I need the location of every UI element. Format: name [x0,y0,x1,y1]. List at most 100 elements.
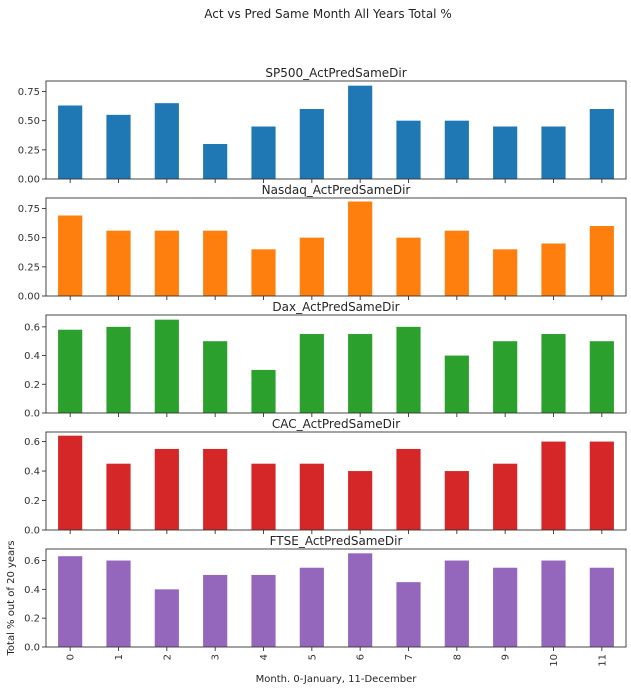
subplots: SP500_ActPredSameDir0.000.250.500.75Nasd… [18,66,627,667]
bar [251,574,276,647]
subplot-title: SP500_ActPredSameDir [265,66,406,80]
subplot-sp500: SP500_ActPredSameDir 0.00 0.25 0.50 0.75 [18,66,627,186]
y-tick-label: 0.2 [24,614,40,625]
bar [444,355,469,413]
bar [106,230,131,296]
y-tick-label: 0.00 [18,175,40,186]
y-tick-label: 0.0 [24,643,40,654]
x-tick-label: 0 [66,654,77,660]
y-tick-label: 0.25 [18,145,40,156]
y-tick-label: 0.0 [24,409,40,420]
y-tick-label: 0.6 [24,556,40,567]
bar [348,553,373,647]
bar [396,448,421,530]
bar [493,341,518,413]
subplot-ftse: FTSE_ActPredSameDir 0.0 0.2 0.4 0.6 0 1 2 3 4 5 6 7 8… [24,534,627,667]
bar [589,341,614,413]
x-tick-label: 5 [307,654,318,660]
y-tick-label: 0.6 [24,322,40,333]
bar [444,230,469,296]
bar [154,319,179,413]
x-tick-label: 2 [162,654,173,660]
bar [154,103,179,179]
bar [444,560,469,647]
y-tick-label: 0.50 [18,116,40,127]
bar [396,582,421,647]
bar [493,463,518,530]
x-tick-label: 4 [259,654,270,660]
bar [58,329,83,413]
bar [203,144,228,179]
bar [106,326,131,413]
subplot-title: Nasdaq_ActPredSameDir [262,183,411,197]
bar [541,441,566,530]
bar [299,567,324,647]
y-tick-label: 0.25 [18,262,40,273]
bar [154,448,179,530]
x-tick-label: 6 [356,654,367,660]
bar [444,120,469,179]
y-tick-label: 0.0 [24,526,40,537]
x-tick-label: 3 [211,654,222,660]
y-tick-label: 0.75 [18,204,40,215]
axes-frame [45,80,627,180]
axes-frame [45,431,627,531]
x-tick-label: 1 [114,654,125,660]
axes-frame [45,314,627,414]
bar [299,109,324,179]
bar [589,567,614,647]
y-tick-label: 0.4 [24,351,40,362]
bar [493,249,518,296]
bar [541,334,566,413]
bar [348,85,373,179]
subplot-title: CAC_ActPredSameDir [272,417,400,431]
bar [58,105,83,179]
y-tick-label: 0.75 [18,87,40,98]
bar [154,589,179,647]
bar [154,230,179,296]
bar [348,334,373,413]
bar [348,471,373,530]
bar [299,463,324,530]
x-axis-label: Month. 0-January, 11-December [256,674,418,685]
bar [444,471,469,530]
axes-frame [45,548,627,648]
bar [106,560,131,647]
bar [396,326,421,413]
x-tick-label: 11 [597,654,608,667]
bar [106,463,131,530]
bar [203,341,228,413]
bar [396,237,421,296]
x-tick-label: 9 [501,654,512,660]
bar [299,237,324,296]
x-tick-label: 10 [549,654,560,667]
bar [541,560,566,647]
bar [251,463,276,530]
bar [203,230,228,296]
bar [589,109,614,179]
subplot-dax: Dax_ActPredSameDir 0.0 0.2 0.4 0.6 [24,300,627,420]
y-tick-label: 0.2 [24,496,40,507]
y-tick-label: 0.6 [24,437,40,448]
bar [396,120,421,179]
bar [493,126,518,179]
bar [299,334,324,413]
bar [58,435,83,530]
bar [251,249,276,296]
x-tick-label: 8 [452,654,463,660]
bar [58,556,83,647]
y-tick-label: 0.4 [24,467,40,478]
bar [106,114,131,179]
bar [251,126,276,179]
figure-title: Act vs Pred Same Month All Years Total % [204,7,451,21]
bar [589,441,614,530]
bar [203,574,228,647]
bar [589,226,614,296]
subplot-title: FTSE_ActPredSameDir [270,534,403,548]
bar [493,567,518,647]
axes-frame [45,197,627,297]
bar [348,201,373,296]
bar [541,126,566,179]
y-axis-label: Total % out of 20 years [6,540,17,656]
